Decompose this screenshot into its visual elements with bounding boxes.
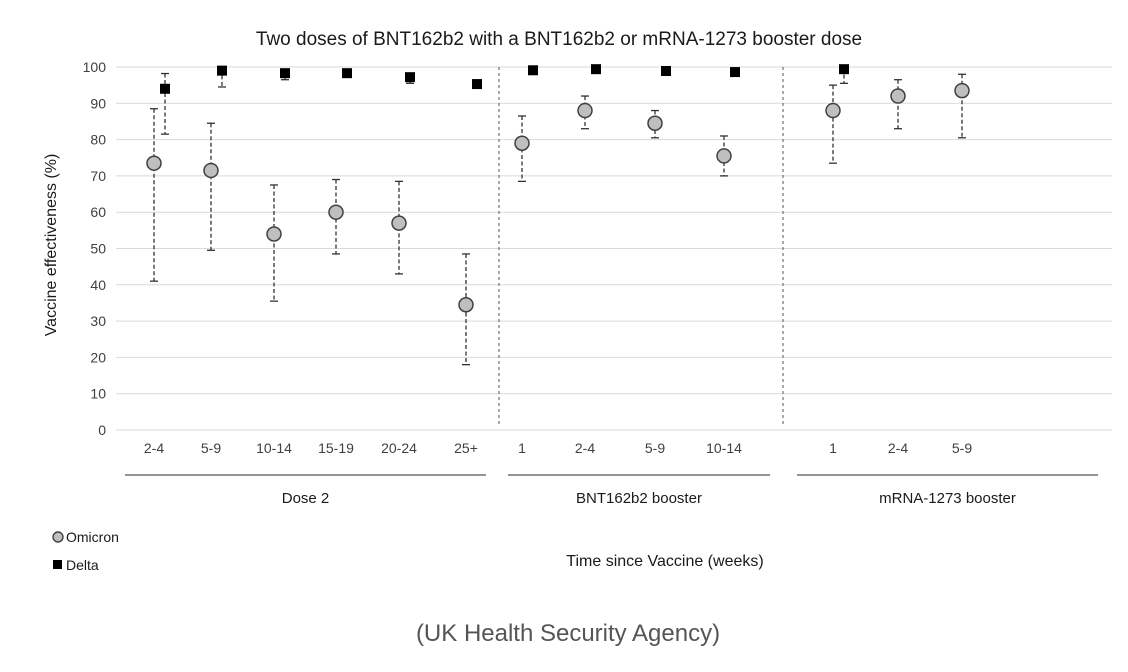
source-caption: (UK Health Security Agency) <box>416 620 720 647</box>
y-tick-label: 80 <box>90 132 106 148</box>
y-tick-label: 50 <box>90 241 106 257</box>
omicron-point <box>825 102 841 119</box>
omicron-point <box>514 135 530 151</box>
group-label: BNT162b2 booster <box>576 490 702 507</box>
x-tick-label: 1 <box>829 440 837 456</box>
legend-omicron-swatch <box>52 531 64 543</box>
y-tick-label: 60 <box>90 204 106 220</box>
legend-label: Delta <box>66 557 99 573</box>
delta-point <box>591 64 601 75</box>
group-label: mRNA-1273 booster <box>879 490 1016 507</box>
y-axis-label: Vaccine effectiveness (%) <box>43 154 60 337</box>
error-bars <box>150 67 966 366</box>
x-tick-label: 5-9 <box>952 440 972 456</box>
omicron-point <box>146 155 162 171</box>
y-tick-label: 20 <box>90 349 106 365</box>
x-tick-label: 10-14 <box>256 440 292 456</box>
y-tick-label: 10 <box>90 386 106 402</box>
x-tick-label: 5-9 <box>201 440 221 456</box>
delta-point <box>405 72 415 83</box>
x-axis-groups: Dose 2 BNT162b2 booster mRNA-1273 booster <box>125 474 1098 507</box>
omicron-point <box>458 297 474 313</box>
x-tick-label: 10-14 <box>706 440 742 456</box>
group-separators <box>498 67 784 424</box>
delta-point <box>217 65 227 76</box>
omicron-point <box>954 82 970 99</box>
y-tick-label: 100 <box>83 59 107 75</box>
delta-point <box>342 68 352 79</box>
omicron-point <box>328 204 344 220</box>
data-points <box>146 64 970 313</box>
legend-delta-swatch <box>53 560 62 569</box>
delta-point <box>528 65 538 76</box>
y-tick-label: 0 <box>98 422 106 438</box>
omicron-point <box>647 115 663 132</box>
omicron-point <box>577 102 593 119</box>
omicron-point <box>203 162 219 179</box>
delta-point <box>280 68 290 79</box>
x-tick-label: 2-4 <box>575 440 595 456</box>
x-tick-label: 20-24 <box>381 440 417 456</box>
legend-label: Omicron <box>66 529 119 545</box>
omicron-point <box>890 88 906 104</box>
omicron-point <box>266 226 282 242</box>
y-tick-label: 90 <box>90 95 106 111</box>
delta-point <box>160 83 170 94</box>
delta-point <box>730 67 740 78</box>
x-tick-label: 15-19 <box>318 440 354 456</box>
x-axis-ticks: 2-4 5-9 10-14 15-19 20-24 25+ 1 2-4 5-9 10-14 1 2-4… <box>144 440 972 456</box>
x-tick-label: 2-4 <box>144 440 164 456</box>
gridlines <box>116 66 1112 431</box>
y-tick-label: 40 <box>90 277 106 293</box>
x-tick-label: 5-9 <box>645 440 665 456</box>
delta-point <box>472 79 482 90</box>
legend: Omicron Delta <box>52 529 119 573</box>
y-tick-label: 30 <box>90 313 106 329</box>
omicron-point <box>716 148 732 164</box>
x-tick-label: 1 <box>518 440 526 456</box>
delta-point <box>839 64 849 75</box>
x-tick-label: 2-4 <box>888 440 908 456</box>
x-axis-label: Time since Vaccine (weeks) <box>566 553 763 570</box>
y-tick-label: 70 <box>90 168 106 184</box>
group-label: Dose 2 <box>282 490 330 507</box>
y-axis-ticks: 0 10 20 30 40 50 60 70 80 90 100 <box>83 59 107 438</box>
chart-title: Two doses of BNT162b2 with a BNT162b2 or… <box>256 29 862 50</box>
delta-point <box>661 65 671 76</box>
omicron-point <box>391 215 407 231</box>
x-tick-label: 25+ <box>454 440 478 456</box>
